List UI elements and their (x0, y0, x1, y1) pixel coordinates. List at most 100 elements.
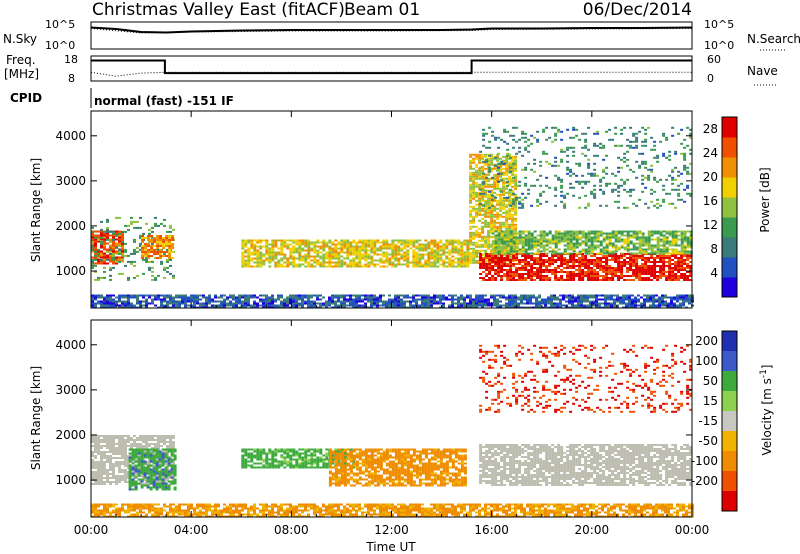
scatter-cell-night-upper (512, 252, 516, 255)
scatter-cell-night-strong (635, 267, 639, 269)
scatter-cell-early-diffuse (166, 266, 169, 269)
scatter-cell-day-band (307, 241, 311, 244)
scatter-cell-night-upper (524, 250, 528, 253)
scatter-cell-day-band (433, 255, 437, 258)
scatter-cell-day-band (421, 243, 425, 246)
scatter-cell-near-range-band (469, 304, 472, 307)
scatter-cell-night-strong (662, 275, 666, 277)
scatter-cell-night-upper (665, 230, 669, 233)
scatter-cell-day-band (319, 251, 323, 254)
scatter-cell-far-sparse (569, 170, 573, 173)
scatter-cell-night-upper (689, 244, 693, 247)
scatter-cell-night-upper (590, 240, 594, 243)
scatter-cell-near-range-band (307, 302, 310, 305)
scatter-cell-day-band (262, 255, 266, 258)
scatter-cell-night-strong (554, 259, 558, 261)
scatter-cell-dusk-hook (505, 221, 509, 224)
scatter-cell-dusk-hook (502, 205, 506, 208)
scatter-cell-day-band (352, 245, 356, 248)
scatter-cell-night-strong (557, 257, 561, 259)
scatter-cell-day-band (313, 243, 317, 246)
scatter-cell-early-diffuse (127, 228, 130, 231)
scatter-cell-far-sparse (662, 198, 666, 201)
scatter-cell-dusk-hook (499, 175, 503, 178)
scatter-cell-near-range-band (358, 304, 361, 307)
scatter-cell-near-range-band (109, 300, 112, 303)
scatter-cell-near-range-band (283, 302, 286, 305)
scatter-cell-night-strong (626, 257, 630, 259)
scatter-cell-dusk-hook (487, 231, 491, 234)
scatter-cell-day-band (433, 243, 437, 246)
scatter-cell-dusk-hook (505, 169, 509, 172)
scatter-cell-near-range-band (169, 302, 172, 305)
scatter-cell-early-diffuse (106, 258, 109, 261)
scatter-cell-night-strong (683, 275, 687, 277)
scatter-cell-dusk-hook (472, 233, 476, 236)
scatter-cell-far-sparse (644, 176, 648, 179)
freq-series (90, 59, 692, 77)
scatter-cell-dusk-hook (502, 183, 506, 186)
scatter-cell-day-band (358, 265, 362, 268)
scatter-cell-far-sparse (668, 158, 672, 161)
scatter-cell-day-band (385, 259, 389, 262)
scatter-cell-day-band (301, 259, 305, 262)
scatter-cell-day-band (424, 265, 428, 268)
scatter-cell-far-sparse (581, 152, 585, 155)
scatter-cell-night-upper (500, 238, 504, 241)
scatter-cell-night-upper (608, 238, 612, 241)
scatter-cell-night-upper (662, 230, 666, 233)
scatter-cell-early-diffuse (121, 230, 124, 233)
scatter-cell-night-upper (665, 240, 669, 243)
scatter-cell-far-sparse (539, 174, 543, 177)
scatter-cell-night-strong (641, 273, 645, 275)
scatter-cell-dusk-hook (505, 225, 509, 228)
scatter-cell-far-sparse (635, 132, 639, 135)
scatter-cell-near-range-band (124, 300, 127, 303)
scatter-cell-early-diffuse (145, 256, 148, 259)
freq-panel: Freq. [MHz] 18 8 60 0 Nave (4, 53, 778, 86)
scatter-cell-near-range-band (319, 294, 322, 297)
scatter-cell-day-band (322, 259, 326, 262)
scatter-cell-near-range-band (277, 298, 280, 301)
scatter-cell-early-evening (97, 250, 100, 253)
scatter-cell-day-band (460, 265, 464, 268)
scatter-cell-dusk-hook (514, 175, 518, 178)
scatter-cell-early-diffuse (151, 230, 154, 233)
scatter-cell-early-diffuse (133, 226, 136, 229)
scatter-cell-near-range-band (544, 300, 547, 303)
scatter-cell-night-strong (587, 267, 591, 269)
scatter-cell-near-range-band (475, 296, 478, 299)
scatter-cell-day-band (436, 257, 440, 260)
scatter-cell-near-range-band (241, 300, 244, 303)
scatter-cell-night-strong (569, 277, 573, 279)
scatter-cell-day-band (364, 241, 368, 244)
scatter-cell-near-range-band (499, 294, 502, 297)
scatter-cell-day-band (418, 243, 422, 246)
scatter-cell-night-strong (641, 257, 645, 259)
scatter-cell-near-03UT-blob (171, 243, 175, 245)
scatter-cell-day-band (364, 239, 368, 242)
scatter-cell-near-range-band (292, 302, 295, 305)
scatter-cell-near-03UT-blob (147, 243, 151, 245)
scatter-cell-night-strong (485, 253, 489, 255)
scatter-cell-day-band (274, 241, 278, 244)
scatter-cell-day-band (271, 247, 275, 250)
scatter-cell-near-range-band (154, 304, 157, 307)
scatter-cell-near-range-band (466, 302, 469, 305)
scatter-cell-early-evening (118, 240, 121, 243)
scatter-cell-near-range-band (538, 304, 541, 307)
scatter-cell-night-upper (527, 252, 531, 255)
scatter-cell-early-evening (94, 246, 97, 249)
scatter-cell-near-range-band (544, 304, 547, 307)
scatter-cell-day-band (337, 263, 341, 266)
scatter-cell-dusk-hook (493, 215, 497, 218)
scatter-cell-far-sparse (677, 132, 681, 135)
scatter-cell-night-strong (521, 253, 525, 255)
scatter-cell-far-sparse (569, 168, 573, 171)
scatter-cell-dusk-hook (508, 193, 512, 196)
scatter-cell-day-band (310, 259, 314, 262)
scatter-cell-near-range-band (553, 304, 556, 307)
scatter-cell-night-upper (521, 242, 525, 245)
scatter-cell-far-sparse (587, 204, 591, 207)
scatter-cell-near-range-band (478, 304, 481, 307)
